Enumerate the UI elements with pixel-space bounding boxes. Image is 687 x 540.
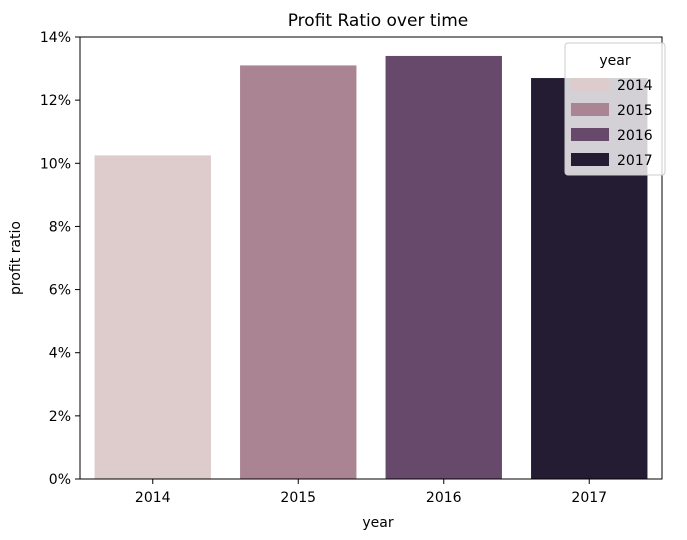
chart-title: Profit Ratio over time: [288, 11, 469, 31]
y-tick-label: 6%: [49, 283, 71, 299]
y-tick-label: 14%: [40, 30, 71, 46]
legend-swatch-2017: [571, 153, 609, 166]
y-tick-label: 0%: [49, 472, 71, 488]
axes-group: 0% 2% 4% 6% 8% 10% 12% 14% 2014 2015 2016 2017: [40, 30, 663, 506]
bar-2015: [240, 65, 357, 480]
legend-label-2016: 2016: [617, 128, 653, 144]
legend-swatch-2016: [571, 128, 609, 141]
legend-swatch-2014: [571, 78, 609, 91]
legend-label-2014: 2014: [617, 78, 653, 94]
x-tick-label: 2015: [280, 490, 316, 506]
y-tick-label: 12%: [40, 93, 71, 109]
y-axis-label: profit ratio: [8, 221, 24, 295]
legend-label-2017: 2017: [617, 153, 653, 169]
plot-frame: [79, 36, 663, 480]
y-tick-label: 10%: [40, 156, 71, 172]
y-tick-label: 2%: [49, 409, 71, 425]
y-tick-label: 4%: [49, 346, 71, 362]
x-tick-label: 2016: [426, 490, 462, 506]
y-tick-label: 8%: [49, 219, 71, 235]
bar-2016: [385, 55, 502, 479]
legend-box: [564, 42, 666, 176]
legend-label-2015: 2015: [617, 103, 653, 119]
x-axis-label: year: [362, 515, 393, 531]
bar-2014: [94, 155, 211, 479]
legend-swatch-2015: [571, 103, 609, 116]
x-tick-label: 2014: [135, 490, 171, 506]
x-tick-label: 2017: [571, 490, 607, 506]
legend: year 2014 2015 2016 2017: [564, 42, 666, 176]
legend-title: year: [599, 53, 630, 69]
